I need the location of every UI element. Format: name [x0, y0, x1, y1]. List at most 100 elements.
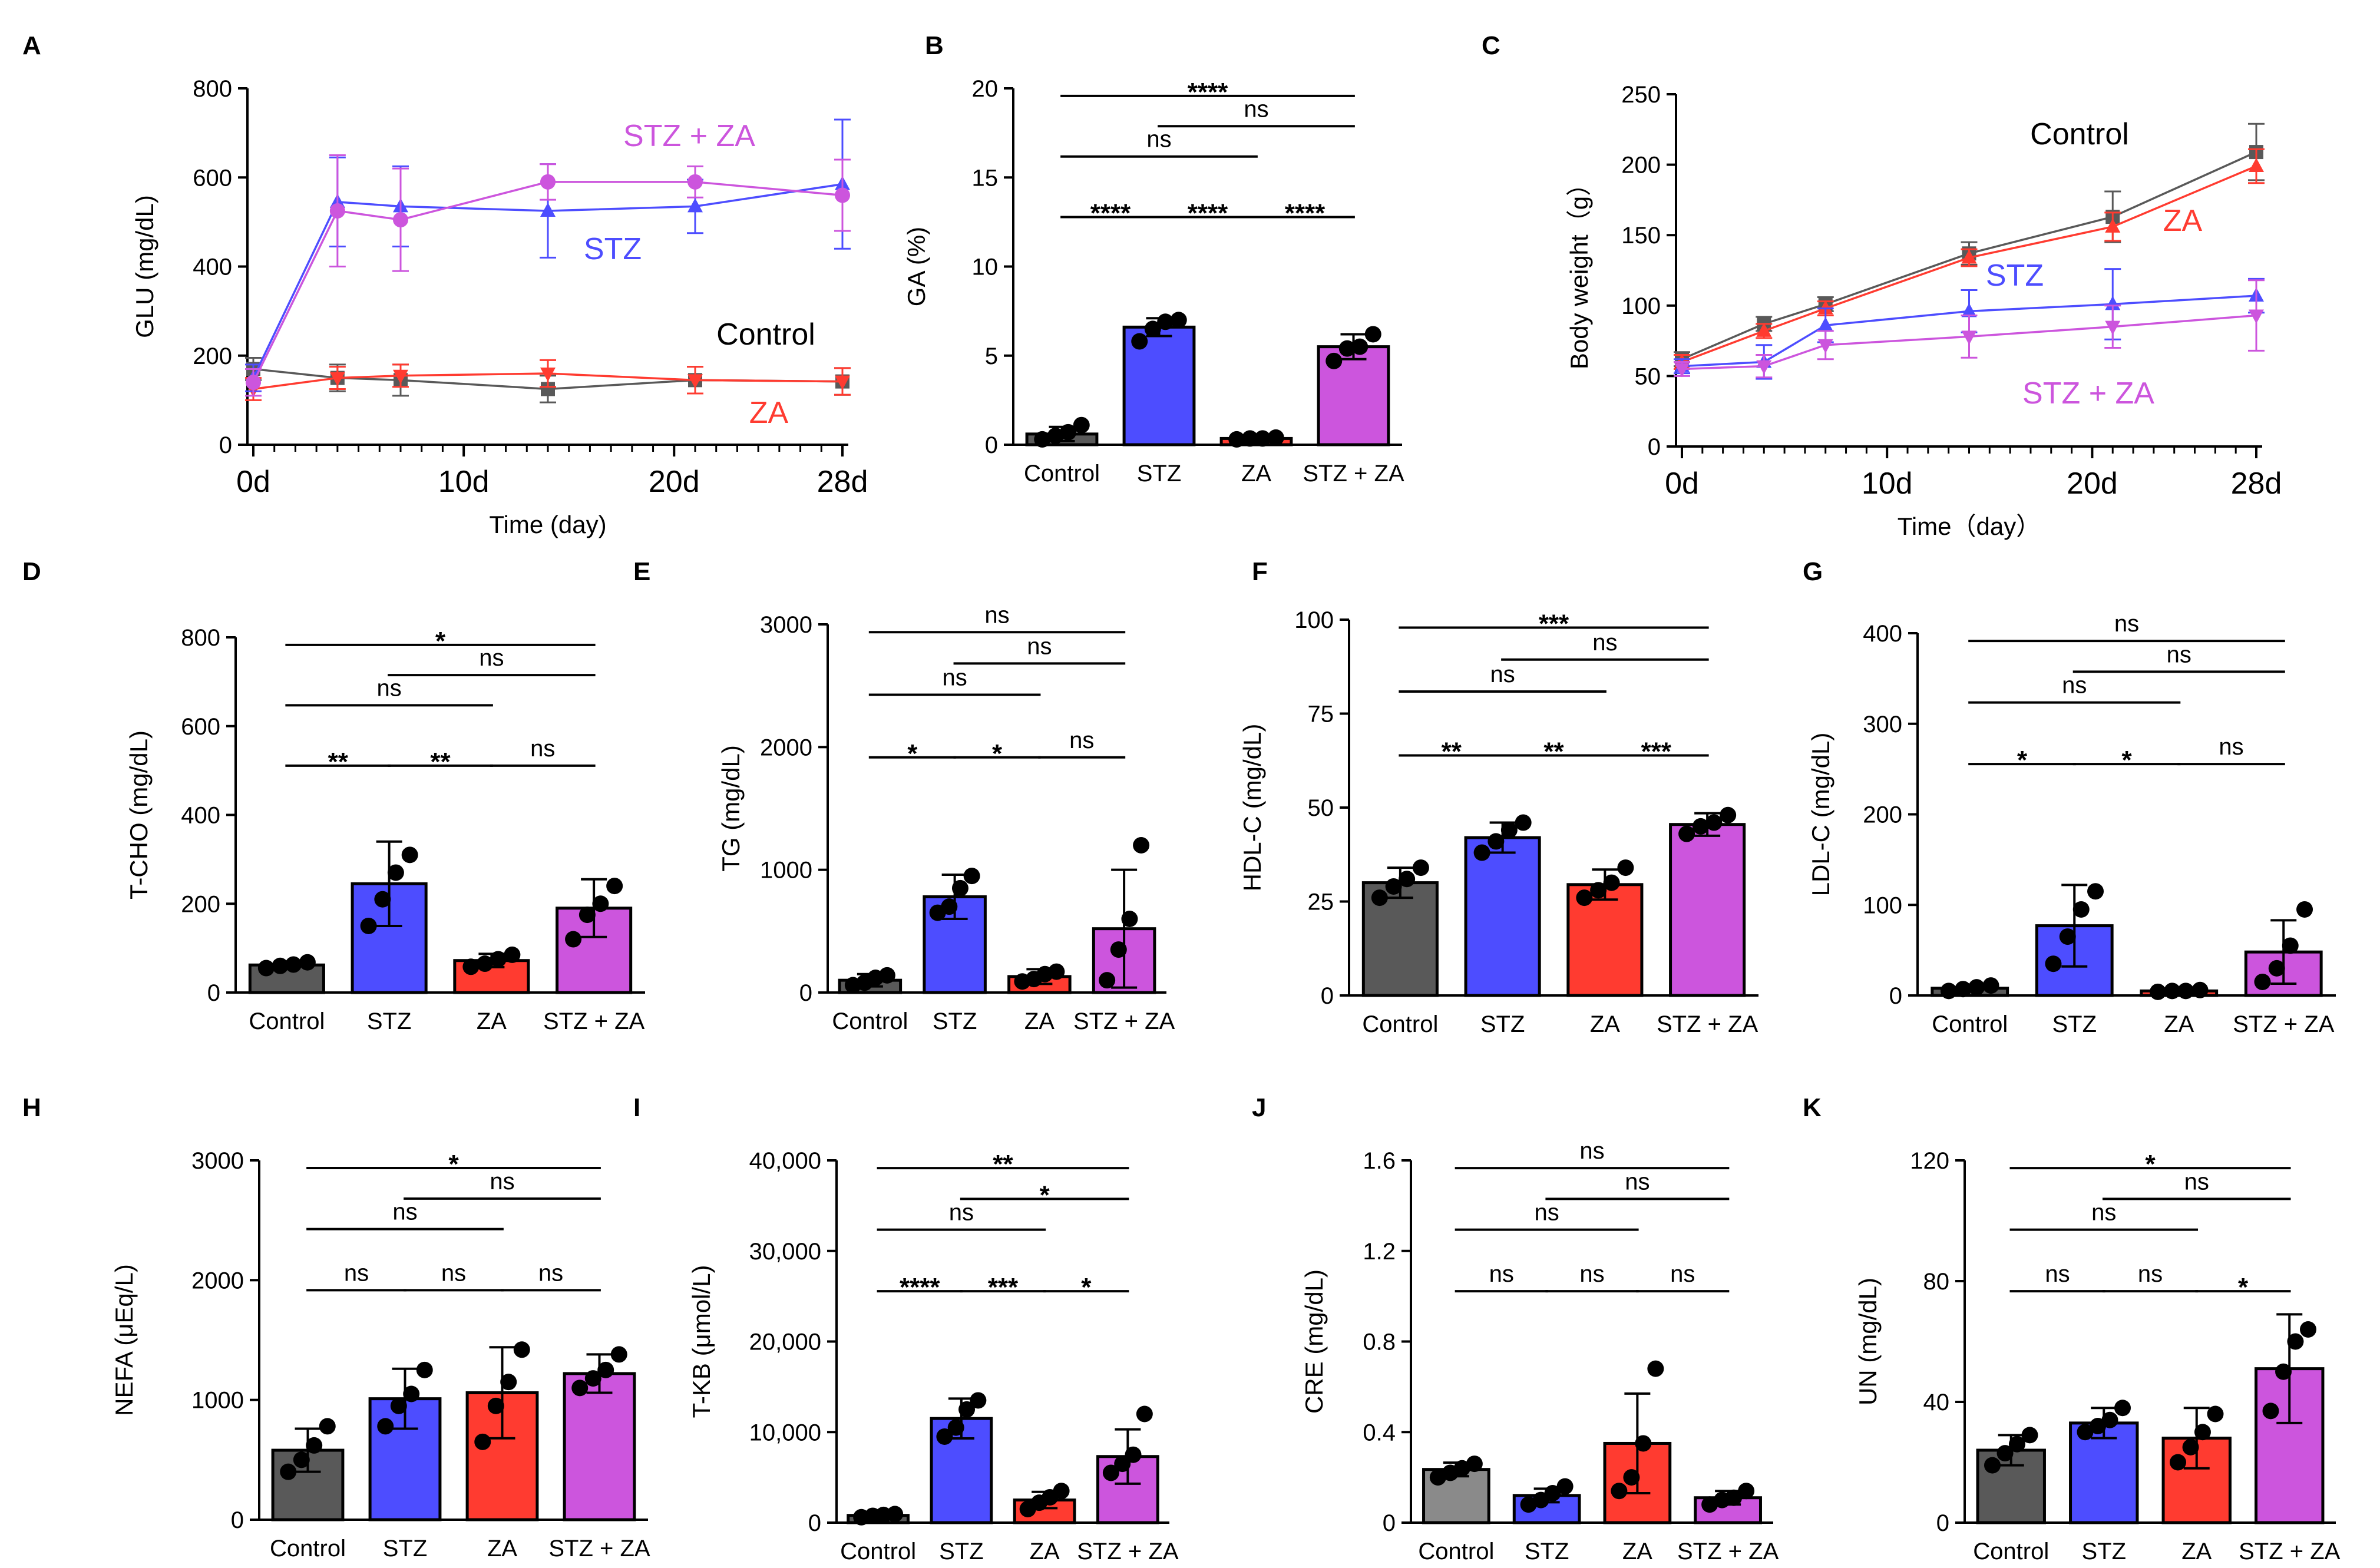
bar-group-stz [2069, 1400, 2139, 1524]
bar-group-stz-za [2244, 901, 2323, 997]
y-tick-label: 3000 [760, 612, 812, 638]
data-point [1099, 972, 1116, 989]
significance-label: ns [1625, 1169, 1650, 1195]
significance-label: * [1081, 1273, 1092, 1302]
y-tick-label: 200 [181, 891, 220, 917]
significance-label: *** [1539, 610, 1569, 639]
bar-group-stz-za [1669, 806, 1746, 997]
y-tick-label: 0.4 [1363, 1420, 1396, 1445]
y-tick-label: 400 [181, 803, 220, 829]
x-tick-label: Control [840, 1539, 916, 1564]
bar-group-stz [1464, 814, 1541, 997]
y-tick-label: 120 [1910, 1148, 1949, 1174]
data-point [878, 967, 895, 984]
data-point [1412, 859, 1429, 876]
series-label: STZ [1986, 259, 2044, 293]
bar-group-stz [923, 868, 987, 994]
data-point [1102, 1464, 1119, 1481]
data-point [835, 375, 850, 390]
bar-group-za [1013, 1483, 1076, 1524]
panel-letter: B [925, 31, 944, 60]
x-tick-label: ZA [1030, 1539, 1060, 1564]
data-point [329, 203, 345, 219]
y-tick-label: 0 [1321, 983, 1334, 1009]
y-tick-label: 0.8 [1363, 1329, 1396, 1355]
data-point [1611, 1483, 1628, 1500]
data-point [887, 1506, 904, 1523]
data-point [416, 1361, 433, 1378]
y-tick-label: 0 [1648, 434, 1661, 460]
y-tick-label: 2000 [760, 735, 812, 760]
significance-label: ** [430, 747, 451, 776]
bar [1464, 836, 1541, 997]
bar-group-za [2140, 981, 2219, 1000]
significance-label: *** [988, 1273, 1019, 1302]
data-point [1635, 1435, 1652, 1452]
bar-group-control [1422, 1455, 1490, 1524]
x-tick-label: STZ [2052, 1011, 2097, 1037]
data-point [513, 1341, 530, 1358]
bar-group-stz [351, 840, 428, 994]
significance-bracket: ns [1455, 1261, 1548, 1293]
x-tick-label: STZ + ZA [1657, 1011, 1758, 1037]
significance-bracket: **** [877, 1273, 963, 1302]
panel-letter: K [1803, 1093, 1822, 1122]
x-tick-label: 0d [1665, 467, 1699, 501]
x-tick-label: 28d [2231, 467, 2282, 501]
significance-label: * [2238, 1273, 2249, 1302]
panel-h: H 0 1000 2000 3000 NEFA (μEq/L) Control STZ ZA ST… [22, 1093, 650, 1562]
x-tick-label: ZA [1590, 1011, 1620, 1037]
series-stz-za [1674, 279, 2265, 379]
series-label: ZA [749, 396, 789, 430]
significance-label: ** [1543, 737, 1564, 766]
y-tick-label: 200 [1621, 153, 1661, 178]
x-tick-label: Control [1024, 461, 1100, 487]
data-point [1453, 1460, 1470, 1477]
significance-label: * [907, 739, 918, 768]
data-point [1590, 882, 1607, 899]
x-tick-label: Control [832, 1008, 908, 1034]
y-tick-label: 50 [1308, 795, 1334, 821]
data-point [306, 1437, 323, 1454]
panel-letter: F [1252, 557, 1268, 586]
significance-bracket: ns [1158, 96, 1355, 128]
y-tick-label: 0 [799, 980, 812, 1006]
y-tick-label: 0 [808, 1510, 821, 1536]
data-point [1544, 1485, 1561, 1502]
bar-group-stz [1512, 1478, 1581, 1524]
significance-bracket: * [953, 739, 1041, 768]
significance-bracket: ** [877, 1150, 1129, 1179]
y-tick-label: 0 [219, 432, 232, 458]
data-point [500, 1374, 517, 1391]
data-point [2008, 1435, 2025, 1453]
data-point [504, 946, 521, 963]
significance-bracket: * [2195, 1273, 2291, 1302]
significance-label: ns [1069, 727, 1094, 753]
significance-bracket: ns [1968, 673, 2181, 704]
data-point [2282, 937, 2299, 954]
data-point [1500, 822, 1518, 839]
significance-label: ns [1592, 630, 1617, 656]
data-point [462, 958, 480, 975]
data-point [1603, 874, 1620, 891]
significance-bracket: ns [1968, 611, 2285, 643]
data-point [597, 1361, 614, 1378]
bar-group-stz [368, 1361, 442, 1521]
data-point [947, 1419, 964, 1436]
y-tick-label: 80 [1923, 1269, 1950, 1295]
data-point [299, 954, 316, 971]
significance-label: **** [900, 1273, 940, 1302]
panel-e: E 0 1000 2000 3000 TG (mg/dL) Control STZ ZA STZ … [633, 557, 1175, 1034]
significance-bracket: ns [404, 1169, 601, 1200]
x-tick-label: Control [270, 1536, 346, 1562]
data-point [2254, 973, 2271, 990]
panel-c: C 0 50 100 150 200 250 Body weight（g） 0d 10d 20d 28… [1482, 31, 2282, 540]
significance-label: **** [1188, 78, 1228, 107]
series-line [253, 372, 843, 391]
data-point [329, 372, 345, 386]
y-axis-title: HDL-C (mg/dL) [1238, 724, 1266, 892]
significance-bracket: * [306, 1150, 601, 1179]
data-point [2262, 1402, 2279, 1420]
y-axis-title: Body weight（g） [1565, 171, 1593, 369]
significance-label: ns [2045, 1261, 2070, 1287]
